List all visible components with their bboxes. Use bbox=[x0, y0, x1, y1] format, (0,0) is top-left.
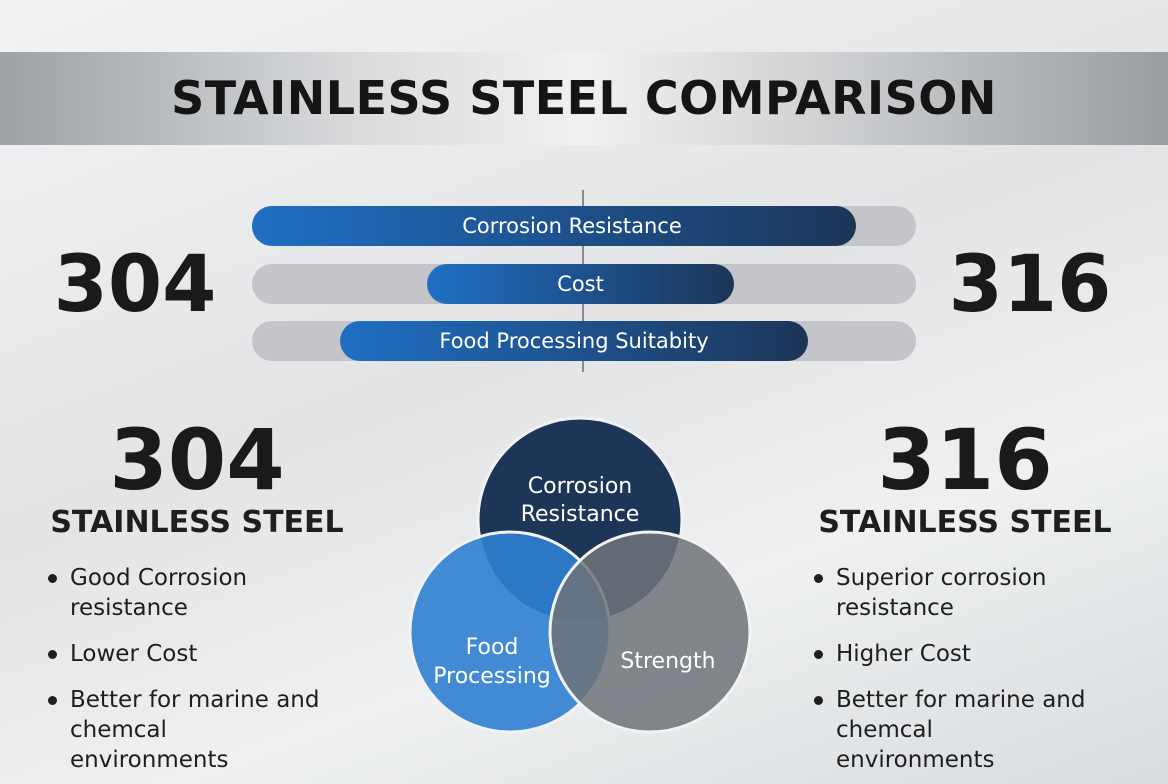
venn-label: Resistance bbox=[521, 502, 640, 527]
venn-circle bbox=[548, 530, 752, 734]
bar-label: Cost bbox=[557, 272, 604, 296]
bullet: Good Corrosion resistance bbox=[46, 563, 366, 623]
bullet: Higher Cost bbox=[812, 639, 1162, 669]
bar-fill bbox=[252, 206, 856, 246]
left-label: 304 bbox=[53, 240, 217, 330]
bullet-list: Superior corrosion resistance Higher Cos… bbox=[812, 563, 1162, 784]
bar-label: Corrosion Resistance bbox=[462, 214, 682, 238]
bar-fill bbox=[340, 321, 808, 361]
grade: 316 bbox=[877, 411, 1053, 509]
title: STAINLESS STEEL COMPARISON bbox=[171, 71, 997, 125]
venn bbox=[408, 416, 752, 734]
bullet: Lower Cost bbox=[46, 639, 366, 669]
bullet-list: Good Corrosion resistance Lower Cost Bet… bbox=[46, 563, 366, 784]
subtitle: STAINLESS STEEL bbox=[818, 505, 1112, 540]
venn-label: Corrosion bbox=[528, 474, 632, 499]
bar-label: Food Processing Suitabity bbox=[439, 329, 709, 353]
bar-fill bbox=[427, 264, 734, 304]
venn-label: Strength bbox=[620, 649, 715, 674]
bullet: Better for marine and chemcal environmen… bbox=[812, 685, 1096, 775]
title-band bbox=[0, 52, 1168, 145]
bullet: Better for marine and chemcal environmen… bbox=[46, 685, 330, 775]
grade: 304 bbox=[109, 411, 285, 509]
bullet: Superior corrosion resistance bbox=[812, 563, 1162, 623]
right-label: 316 bbox=[948, 240, 1112, 330]
subtitle: STAINLESS STEEL bbox=[50, 505, 344, 540]
venn-label: Processing bbox=[433, 664, 550, 689]
venn-label: Food bbox=[466, 635, 519, 660]
